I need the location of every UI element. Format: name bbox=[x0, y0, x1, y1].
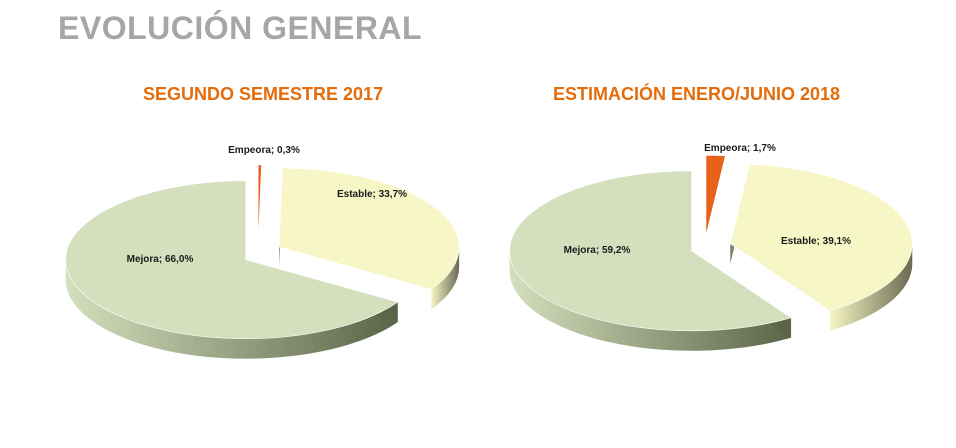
slice-side-estable bbox=[829, 243, 913, 331]
data-label-empeora: Empeora; 1,7% bbox=[704, 143, 776, 154]
slice-empeora bbox=[257, 164, 262, 244]
pie-chart-1: Mejora; 66,0% Estable; 33,7% Empeora; 0,3% bbox=[65, 145, 460, 359]
data-label-mejora: Mejora; 66,0% bbox=[127, 254, 194, 265]
chart-1-title: SEGUNDO SEMESTRE 2017 bbox=[143, 84, 384, 104]
pie-chart-2: Mejora; 59,2% Estable; 39,1% Empeora; 1,7% bbox=[509, 143, 913, 351]
slice-mejora bbox=[509, 170, 792, 332]
data-label-estable: Estable; 39,1% bbox=[781, 236, 851, 247]
data-label-mejora: Mejora; 59,2% bbox=[564, 245, 631, 256]
slice-side-mejora bbox=[65, 259, 398, 359]
slice-estable bbox=[729, 163, 913, 312]
slice-estable bbox=[278, 167, 460, 290]
data-label-empeora: Empeora; 0,3% bbox=[228, 145, 300, 156]
data-label-estable: Estable; 33,7% bbox=[337, 189, 407, 200]
chart-2-title: ESTIMACIÓN ENERO/JUNIO 2018 bbox=[553, 84, 841, 104]
slice-side-estable bbox=[431, 247, 460, 310]
slice-mejora bbox=[65, 180, 399, 340]
slice-side-mejora bbox=[509, 250, 792, 351]
slice-empeora bbox=[705, 155, 726, 236]
page-title: EVOLUCIÓN GENERAL bbox=[58, 10, 423, 46]
